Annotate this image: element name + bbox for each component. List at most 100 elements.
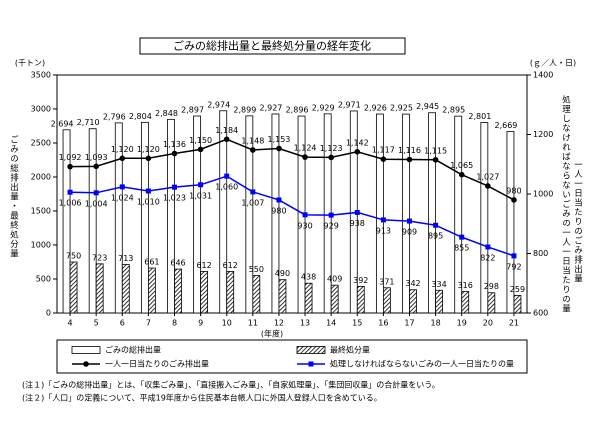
marker [93,163,99,170]
bar [174,268,182,314]
marker [380,156,387,162]
x-tick-label: 18 [431,319,441,328]
legend-label: ごみの総排出量 [105,345,161,355]
value-label: 2,926 [364,104,387,113]
value-label: 980 [271,206,286,215]
bar [114,122,123,314]
value-label: 2,694 [51,119,74,128]
value-label: 490 [275,269,290,278]
value-label: 2,927 [259,103,282,112]
value-label: 259 [510,285,525,294]
bar [461,291,470,314]
bar [167,118,175,314]
marker [406,156,413,163]
value-label: 1,065 [450,161,473,170]
value-label: 2,796 [103,112,126,121]
value-label: 2,929 [312,103,335,112]
marker [485,244,491,250]
x-tick-label: 12 [274,319,284,328]
y-tick-label: 0 [46,309,51,318]
value-label: 334 [431,280,446,289]
bar [226,270,235,314]
marker [302,212,308,218]
y-axis-title: ごみの総排出量・最終処分量 [9,134,19,258]
bar [62,129,71,314]
value-label: 1,124 [294,144,317,153]
value-label: 392 [353,276,368,285]
value-label: 1,007 [241,198,264,207]
marker [485,183,491,189]
x-tick-label: 19 [457,319,467,328]
marker [328,212,334,218]
value-label: 1,142 [346,138,369,147]
value-label: 371 [379,277,394,286]
value-label: 612 [196,261,211,270]
marker [276,145,282,152]
value-label: 913 [376,226,391,235]
bar [487,292,496,314]
value-label: 2,801 [468,112,491,121]
y-tick-label: 2000 [31,173,51,182]
marker [67,163,73,170]
chart-title: ごみの総排出量と最終処分量の経年変化 [173,39,371,53]
x-tick-label: 14 [326,319,336,328]
marker [119,184,125,190]
marker [458,171,465,178]
marker [250,147,256,153]
marker [223,136,230,143]
y2-axis-title: 一人一日当たりのごみ排出量 [573,160,583,284]
bar [252,275,261,314]
bar [88,128,97,314]
value-label: 1,184 [215,126,238,135]
x-tick-label: 16 [378,319,388,328]
marker [145,155,152,162]
y-tick-label: 500 [36,275,51,284]
bar [409,289,417,314]
value-label: 1,150 [189,136,212,145]
marker [171,150,178,157]
value-label: 298 [484,282,499,291]
value-label: 723 [92,253,107,262]
value-label: 1,153 [267,135,290,144]
legend-label: 処理しなければならないごみの一人一日当たりの量 [330,359,514,369]
note: (注２)「人口」の定義について、平成19年度から住民基本台帳人口に外国人登録人口… [22,393,382,403]
y-unit: (千トン) [15,58,45,68]
y-tick-label: 3500 [31,71,51,80]
bar [121,264,130,314]
marker [380,217,386,223]
bar [480,122,489,314]
value-label: 342 [405,279,420,288]
marker [328,154,334,161]
value-label: 316 [458,281,473,290]
marker [302,154,308,160]
y-tick-label: 2500 [31,139,51,148]
marker [145,188,151,194]
value-label: 713 [118,254,133,263]
value-label: 2,669 [494,121,517,130]
legend-swatch [296,346,326,354]
bar [140,121,149,314]
x-tick-label: 8 [172,319,177,328]
value-label: 2,848 [155,109,178,118]
value-label: 930 [297,221,312,230]
marker [459,234,465,240]
x-tick-label: 9 [198,319,203,328]
legend-marker [308,361,314,367]
value-label: 438 [301,273,316,282]
value-label: 646 [170,259,185,268]
bar [330,284,339,314]
legend-box [56,339,528,374]
bar [95,263,104,314]
value-label: 855 [454,244,469,253]
y-tick-label: 1000 [31,241,51,250]
value-label: 1,116 [398,146,421,155]
value-label: 1,117 [372,146,395,155]
value-label: 1,123 [320,144,343,153]
bar [193,115,202,314]
marker [511,197,517,203]
bar [435,289,444,314]
marker [433,222,439,228]
bar [513,294,522,314]
x-tick-label: 13 [300,319,310,328]
